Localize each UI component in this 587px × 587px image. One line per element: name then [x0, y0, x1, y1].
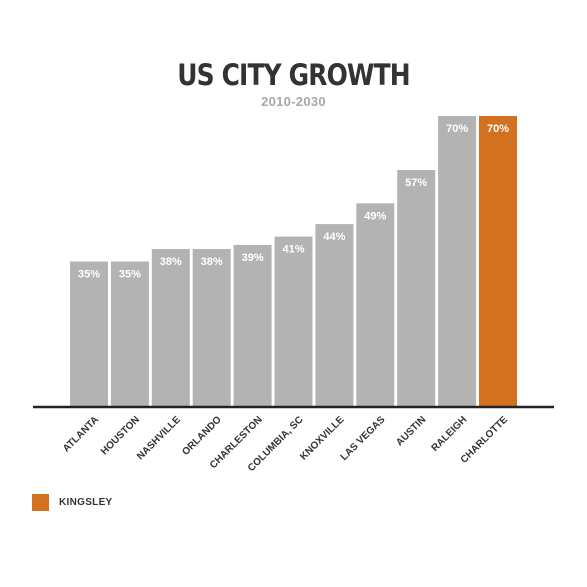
- bar-knoxville: [315, 224, 354, 407]
- x-tick-label: AUSTIN: [394, 414, 428, 448]
- x-tick-label: RALEIGH: [430, 414, 470, 454]
- bar-value-label: 44%: [323, 231, 345, 243]
- bar-houston: [110, 261, 149, 407]
- bar-value-label: 35%: [78, 269, 100, 281]
- bar-las-vegas: [356, 203, 395, 407]
- chart-subtitle: 2010-2030: [261, 94, 326, 109]
- bar-atlanta: [70, 261, 108, 407]
- x-tick-label: LAS VEGAS: [339, 414, 388, 463]
- bar-value-label: 38%: [160, 256, 182, 268]
- bar-value-label: 49%: [364, 210, 386, 222]
- bar-orlando: [192, 249, 231, 407]
- bar-value-label: 41%: [282, 244, 304, 256]
- bar-raleigh: [438, 116, 477, 407]
- bar-value-label: 35%: [119, 269, 141, 281]
- bar-value-label: 70%: [487, 123, 509, 135]
- chart-title: US CITY GROWTH: [177, 58, 410, 92]
- bar-austin: [397, 170, 436, 407]
- bar-value-label: 70%: [446, 123, 468, 135]
- legend-label: KINGSLEY: [59, 497, 113, 508]
- bar-value-label: 39%: [242, 252, 264, 264]
- bar-value-label: 38%: [201, 256, 223, 268]
- bar-labels-group: 35% 35% 38% 38% 39% 41% 44% 49% 57% 70% 70%: [78, 123, 509, 281]
- bar-nashville: [151, 249, 190, 407]
- x-tick-label: ORLANDO: [180, 414, 224, 458]
- x-tick-label: ATLANTA: [61, 414, 101, 454]
- bars-group: [70, 116, 517, 407]
- x-tick-label: HOUSTON: [99, 414, 142, 457]
- legend: KINGSLEY: [32, 494, 113, 511]
- bar-charlotte: [479, 116, 517, 407]
- x-tick-label: NASHVILLE: [135, 414, 183, 462]
- tick-labels-group: ATLANTAHOUSTONNASHVILLEORLANDOCHARLESTON…: [61, 414, 510, 474]
- bar-value-label: 57%: [405, 177, 427, 189]
- legend-swatch: [32, 494, 49, 511]
- bar-columbia-sc: [274, 236, 313, 407]
- bar-charleston: [233, 244, 272, 407]
